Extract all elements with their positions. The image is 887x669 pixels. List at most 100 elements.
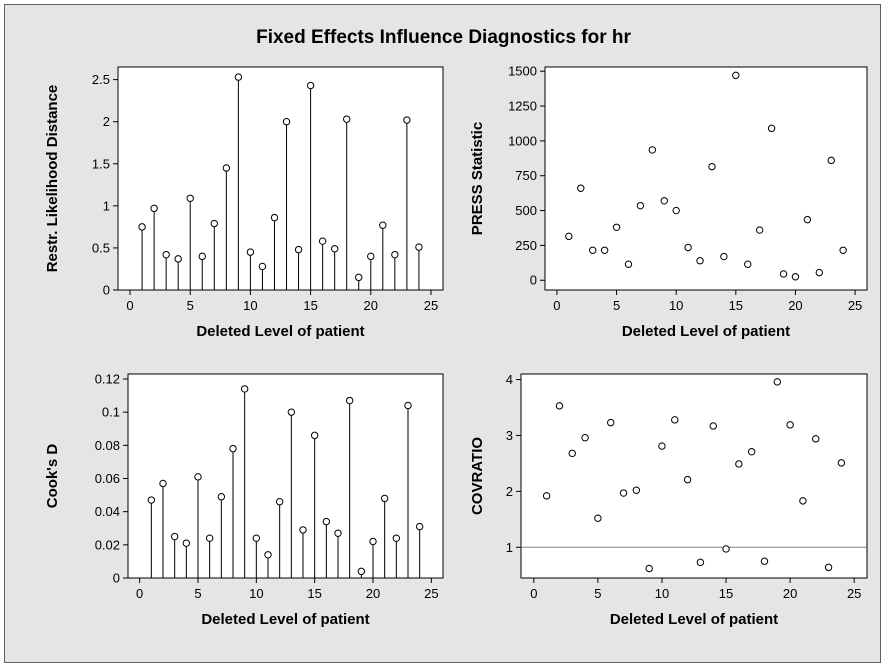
covratio-x-tick-label: 25 [847, 586, 861, 601]
covratio-point [735, 460, 743, 468]
cooks-d-point [345, 396, 354, 405]
rld-x-tick-label: 20 [364, 298, 378, 313]
covratio-point [812, 435, 820, 443]
cooks-d-x-tick-label: 20 [366, 586, 380, 601]
press-point [779, 270, 788, 278]
rld-y-tick-label: 2.5 [92, 72, 110, 87]
press-y-tick-label: 250 [515, 238, 537, 253]
press-point [660, 197, 668, 205]
rld-y-tick-label: 2 [103, 114, 110, 129]
rld-x-tick-label: 15 [303, 298, 317, 313]
press-point [612, 223, 621, 231]
covratio-point [619, 489, 628, 497]
cooks-d-panel: 0 5 10 15 20 25 0 0.02 0.04 0.06 0.08 0.1 0.12 Delete… [44, 371, 444, 628]
covratio-x-tick-label: 10 [655, 586, 669, 601]
rld-point [415, 243, 423, 251]
cooks-d-y-tick-label: 0.06 [95, 471, 120, 486]
covratio-point [799, 497, 807, 505]
covratio-point [722, 545, 730, 553]
covratio-point [709, 422, 717, 430]
cooks-d-point [182, 539, 191, 547]
rld-x-tick-label: 25 [424, 298, 438, 313]
press-point [565, 232, 573, 241]
figure-frame: Fixed Effects Influence Diagnostics for … [4, 4, 881, 663]
covratio-point [786, 421, 794, 429]
rld-point [210, 219, 218, 228]
rld-point [258, 262, 267, 271]
covratio-point [824, 563, 833, 572]
cooks-d-point [229, 444, 237, 453]
covratio-y-tick-label: 2 [506, 484, 513, 499]
cooks-d-point [240, 385, 249, 393]
covratio-y-tick-label: 3 [506, 428, 513, 443]
rld-y-tick-label: 1.5 [92, 156, 110, 171]
cooks-d-point [310, 431, 319, 440]
press-x-tick-label: 0 [553, 298, 560, 313]
cooks-d-point [205, 534, 214, 542]
rld-point [330, 245, 339, 253]
press-plot-area [544, 66, 868, 291]
press-point [589, 246, 597, 254]
cooks-d-x-tick-label: 10 [249, 586, 263, 601]
press-point [636, 201, 645, 210]
covratio-plot-area [520, 373, 868, 579]
rld-point [186, 194, 194, 202]
press-y-tick-label: 500 [515, 203, 537, 218]
rld-point [367, 252, 375, 261]
press-point [600, 246, 609, 254]
covratio-y-tick-label: 4 [506, 372, 513, 387]
rld-point [318, 237, 327, 245]
rld-point [282, 117, 291, 126]
cooks-d-plot-area [127, 373, 444, 579]
press-point [684, 243, 692, 252]
covratio-point [542, 492, 551, 500]
press-point [577, 184, 585, 192]
press-point [839, 246, 847, 254]
rld-plot-area [117, 66, 444, 291]
press-point [744, 260, 752, 268]
covratio-x-tick-label: 5 [594, 586, 601, 601]
press-point [648, 146, 657, 154]
figure-title: Fixed Effects Influence Diagnostics for … [256, 27, 631, 48]
rld-point [234, 73, 243, 81]
rld-panel: 0 5 10 15 20 25 0 0.5 1 1.5 2 2.5 Deleted Level of p… [44, 66, 444, 340]
rld-point [222, 164, 231, 172]
covratio-point [773, 378, 781, 386]
cooks-d-point [275, 498, 284, 506]
press-y-axis-label: PRESS Statistic [469, 122, 486, 235]
cooks-d-x-axis-label: Deleted Level of patient [201, 611, 369, 628]
covratio-point [837, 459, 846, 467]
press-y-tick-label: 750 [515, 168, 537, 183]
cooks-d-x-tick-label: 0 [136, 586, 143, 601]
rld-point [174, 255, 182, 263]
rld-point [198, 252, 206, 261]
press-point [755, 226, 764, 234]
cooks-d-y-axis-label: Cook's D [44, 444, 61, 509]
press-point [767, 124, 776, 133]
press-panel: 0 5 10 15 20 250250500750100012501500Deleted … [469, 64, 868, 340]
covratio-x-tick-label: 15 [719, 586, 733, 601]
rld-y-tick-label: 0 [103, 283, 110, 298]
cooks-d-y-tick-label: 0.04 [95, 504, 120, 519]
cooks-d-y-tick-label: 0 [113, 571, 120, 586]
rld-point [403, 116, 411, 124]
cooks-d-y-tick-label: 0.08 [95, 438, 120, 453]
rld-y-axis-label: Restr. Likelihood Distance [44, 85, 61, 273]
covratio-point [658, 442, 666, 450]
cooks-d-point [159, 479, 167, 488]
covratio-point [632, 486, 641, 494]
rld-point [138, 223, 146, 231]
press-x-axis-label: Deleted Level of patient [622, 323, 790, 340]
cooks-d-point [170, 532, 179, 541]
press-point [708, 162, 716, 171]
rld-point [246, 248, 255, 256]
press-y-tick-label: 0 [530, 273, 537, 288]
press-x-tick-label: 15 [729, 298, 743, 313]
cooks-d-point [380, 494, 389, 503]
cooks-d-point [404, 401, 412, 410]
rld-x-tick-label: 10 [243, 298, 257, 313]
rld-point [355, 273, 363, 282]
covratio-panel: 0 5 10 15 20 25 1 2 3 4 Deleted Level of patient CO… [469, 372, 868, 628]
press-x-tick-label: 20 [788, 298, 802, 313]
press-x-tick-label: 5 [613, 298, 620, 313]
